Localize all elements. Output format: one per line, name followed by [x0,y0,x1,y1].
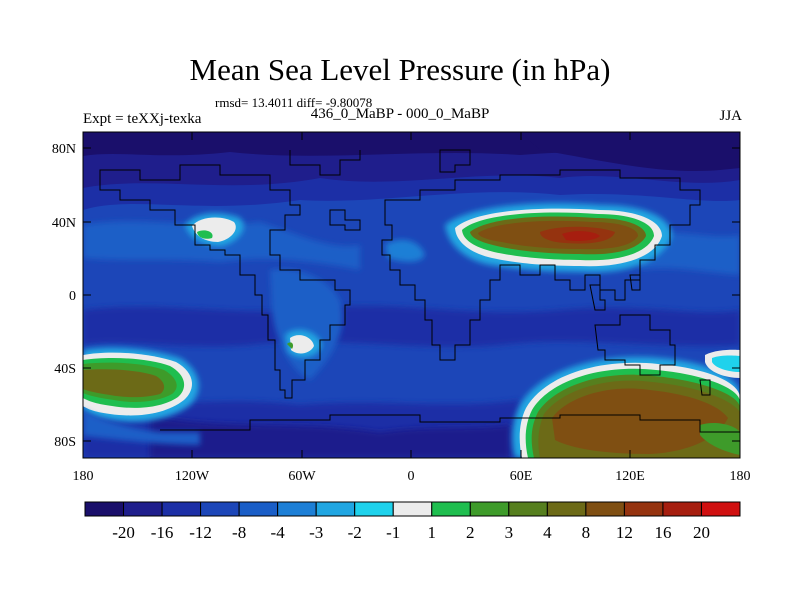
colorbar-label: 4 [543,523,552,542]
colorbar-swatch [700,501,741,517]
stats-text: rmsd= 13.4011 diff= -9.80078 [215,95,373,110]
lat-label-40s: 40S [54,362,76,377]
colorbar-swatch [431,501,471,517]
colorbar-swatch [84,501,125,517]
lat-label-40n: 40N [52,216,76,231]
colorbar-label: 1 [428,523,437,542]
colorbar-swatch [546,501,587,517]
colorbar-label: 8 [582,523,591,542]
colorbar-label: -1 [386,523,400,542]
period-label: 436_0_MaBP - 000_0_MaBP [310,106,490,122]
colorbar-swatch [508,501,548,517]
colorbar-label: 12 [616,523,633,542]
colorbar-label: 20 [693,523,710,542]
colorbar-swatch [200,501,240,517]
colorbar-swatch [662,501,702,517]
colorbar-swatch [238,501,279,517]
colorbar-label: -3 [309,523,323,542]
lat-label-80s: 80S [54,435,76,450]
colorbar-label: -2 [348,523,362,542]
pressure-field [83,132,740,458]
lon-label-60e: 60E [510,469,533,484]
lon-label-180e: 180 [730,469,751,484]
colorbar-label: -20 [112,523,135,542]
colorbar-label: -8 [232,523,246,542]
colorbar: -20 -16 -12 -8 -4 -3 -2 -1 1 2 3 4 8 12 16 20 [84,501,741,542]
chart-title: Mean Sea Level Pressure (in hPa) [189,52,611,87]
colorbar-label: -16 [151,523,174,542]
lon-label-120e: 120E [615,469,645,484]
colorbar-label: -12 [189,523,212,542]
colorbar-swatch [623,501,664,517]
lon-label-180w: 180 [73,469,94,484]
colorbar-swatch [469,501,510,517]
axis-ticks [82,132,741,458]
lat-label-0: 0 [69,289,76,304]
colorbar-label: -4 [271,523,286,542]
colorbar-label: 3 [505,523,514,542]
colorbar-swatch [585,501,625,517]
season-label: JJA [719,108,742,124]
experiment-label: Expt = teXXj-texka [83,111,202,127]
colorbar-swatch [161,501,202,517]
lon-label-60w: 60W [288,469,316,484]
colorbar-swatch [354,501,394,517]
lat-label-80n: 80N [52,142,76,157]
colorbar-swatch [123,501,163,517]
coastlines [99,149,740,433]
colorbar-swatch [315,501,356,517]
colorbar-swatch [392,501,433,517]
colorbar-label: 2 [466,523,475,542]
colorbar-swatch [277,501,317,517]
lon-label-0: 0 [408,469,415,484]
lon-label-120w: 120W [175,469,210,484]
colorbar-label: 16 [654,523,671,542]
